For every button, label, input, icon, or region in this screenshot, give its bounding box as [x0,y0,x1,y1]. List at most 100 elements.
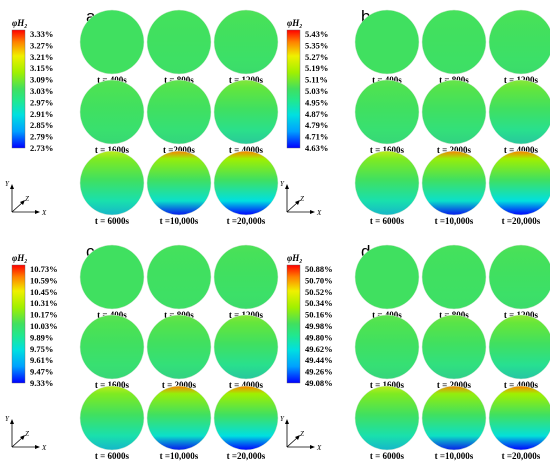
snapshot: t = 800s [421,9,487,85]
colorbar-tick-label: 3.21% [30,52,53,62]
colorbar-tick-label: 3.15% [30,63,53,73]
z-arrow-icon [20,435,25,440]
colorbar-tick-label: 10.73% [30,264,58,274]
colorbar-tick-label: 49.80% [305,332,333,342]
colorbar-tick-label: 50.70% [305,275,333,285]
snapshot: t = 400s [79,244,145,320]
snapshot: t = 1600s [354,314,420,390]
colorbar: 3.33%3.27% 3.21%3.15% 3.09%3.03%2.97% 2.91%… [11,29,53,153]
snapshot: t = 1600s [79,314,145,390]
time-label: t =10,000s [435,451,474,461]
snapshot: t = 1200s [213,244,279,320]
snapshot: t = 1200s [488,244,550,320]
colorbar-tick-label: 9.33% [30,378,53,388]
time-label: t = 1600s [370,145,405,155]
snapshot: t = 4000s [488,79,550,155]
colorbar-gradient [286,29,301,149]
z-arrow-icon [20,200,25,205]
snapshot: t = 1600s [79,79,145,155]
snapshot: t = 6000s [79,385,145,461]
colorbar-tick-label: 5.27% [305,52,328,62]
time-label: t =20,000s [227,216,266,226]
y-axis-label: Y [280,415,285,423]
concentration-disc [213,314,279,380]
time-label: t = 2000s [162,380,197,390]
time-label: t = 4000s [504,380,539,390]
concentration-disc [488,150,550,216]
colorbar-gradient [11,264,26,384]
concentration-disc [213,150,279,216]
concentration-disc [146,385,212,451]
y-arrow-icon [10,419,14,424]
time-label: t =10,000s [160,216,199,226]
panels-root: aφH₂3.33%3.27%3.21%3.15%3.09%3.03%2.97%2… [5,7,550,461]
colorbar-tick-label: 10.31% [30,298,58,308]
colorbar: 50.88%50.70% 50.52%50.34% 50.16%49.98%49.8… [286,264,333,388]
colorbar-tick-label: 4.79% [305,120,328,130]
z-axis-label: Z [300,195,304,203]
time-label: t = 2000s [437,145,472,155]
concentration-disc [79,244,145,310]
concentration-disc [146,314,212,380]
z-arrow-icon [295,435,300,440]
concentration-disc [421,244,487,310]
axis-triad: Y Z X [5,415,47,452]
concentration-disc [79,314,145,380]
concentration-disc [213,385,279,451]
snapshot: t = 1600s [354,79,420,155]
snapshot: t = 2000s [421,314,487,390]
y-arrow-icon [285,419,289,424]
concentration-disc [79,9,145,75]
colorbar-tick-label: 2.91% [30,109,53,119]
colorbar-tick-label: 5.19% [305,63,328,73]
time-label: t = 6000s [370,216,405,226]
concentration-disc [354,9,420,75]
time-label: t = 4000s [229,145,264,155]
snapshot: t =10,000s [421,150,487,226]
snapshot: t =20,000s [488,150,550,226]
snapshot: t = 2000s [421,79,487,155]
z-axis-label: Z [25,430,29,438]
snapshot: t = 6000s [354,385,420,461]
colorbar-tick-label: 4.71% [305,132,328,142]
snapshot: t =10,000s [421,385,487,461]
concentration-disc [488,79,550,145]
concentration-disc [354,385,420,451]
colorbar-gradient [286,264,301,384]
colorbar-tick-label: 10.59% [30,275,58,285]
colorbar-tick-label: 2.85% [30,120,53,130]
snapshot: t = 800s [146,244,212,320]
snapshot: t =10,000s [146,385,212,461]
concentration-disc [421,9,487,75]
x-arrow-icon [35,445,40,449]
snapshot: t = 800s [421,244,487,320]
z-axis-line [11,201,24,213]
time-label: t = 6000s [370,451,405,461]
colorbar-tick-label: 3.09% [30,75,53,85]
snapshot: t = 400s [354,244,420,320]
time-label: t = 4000s [504,145,539,155]
axis-triad: Y Z X [5,180,47,217]
z-axis-label: Z [300,430,304,438]
colorbar-tick-label: 2.79% [30,132,53,142]
x-axis-label: X [316,209,322,217]
snapshot: t = 800s [146,9,212,85]
time-label: t =10,000s [160,451,199,461]
colorbar-tick-label: 10.17% [30,310,58,320]
colorbar-tick-label: 50.34% [305,298,333,308]
colorbar-tick-label: 50.88% [305,264,333,274]
snapshot: t = 1200s [213,9,279,85]
time-label: t = 4000s [229,380,264,390]
concentration-disc [488,385,550,451]
snapshot: t = 2000s [146,314,212,390]
colorbar-tick-label: 5.03% [305,86,328,96]
colorbar-tick-label: 49.26% [305,367,333,377]
x-arrow-icon [310,210,315,214]
y-axis-label: Y [5,415,10,423]
y-axis-label: Y [280,180,285,188]
concentration-disc [146,150,212,216]
snapshot: t = 6000s [354,150,420,226]
colorbar-tick-label: 9.89% [30,332,53,342]
time-label: t = 1600s [95,380,130,390]
time-label: t = 6000s [95,216,130,226]
